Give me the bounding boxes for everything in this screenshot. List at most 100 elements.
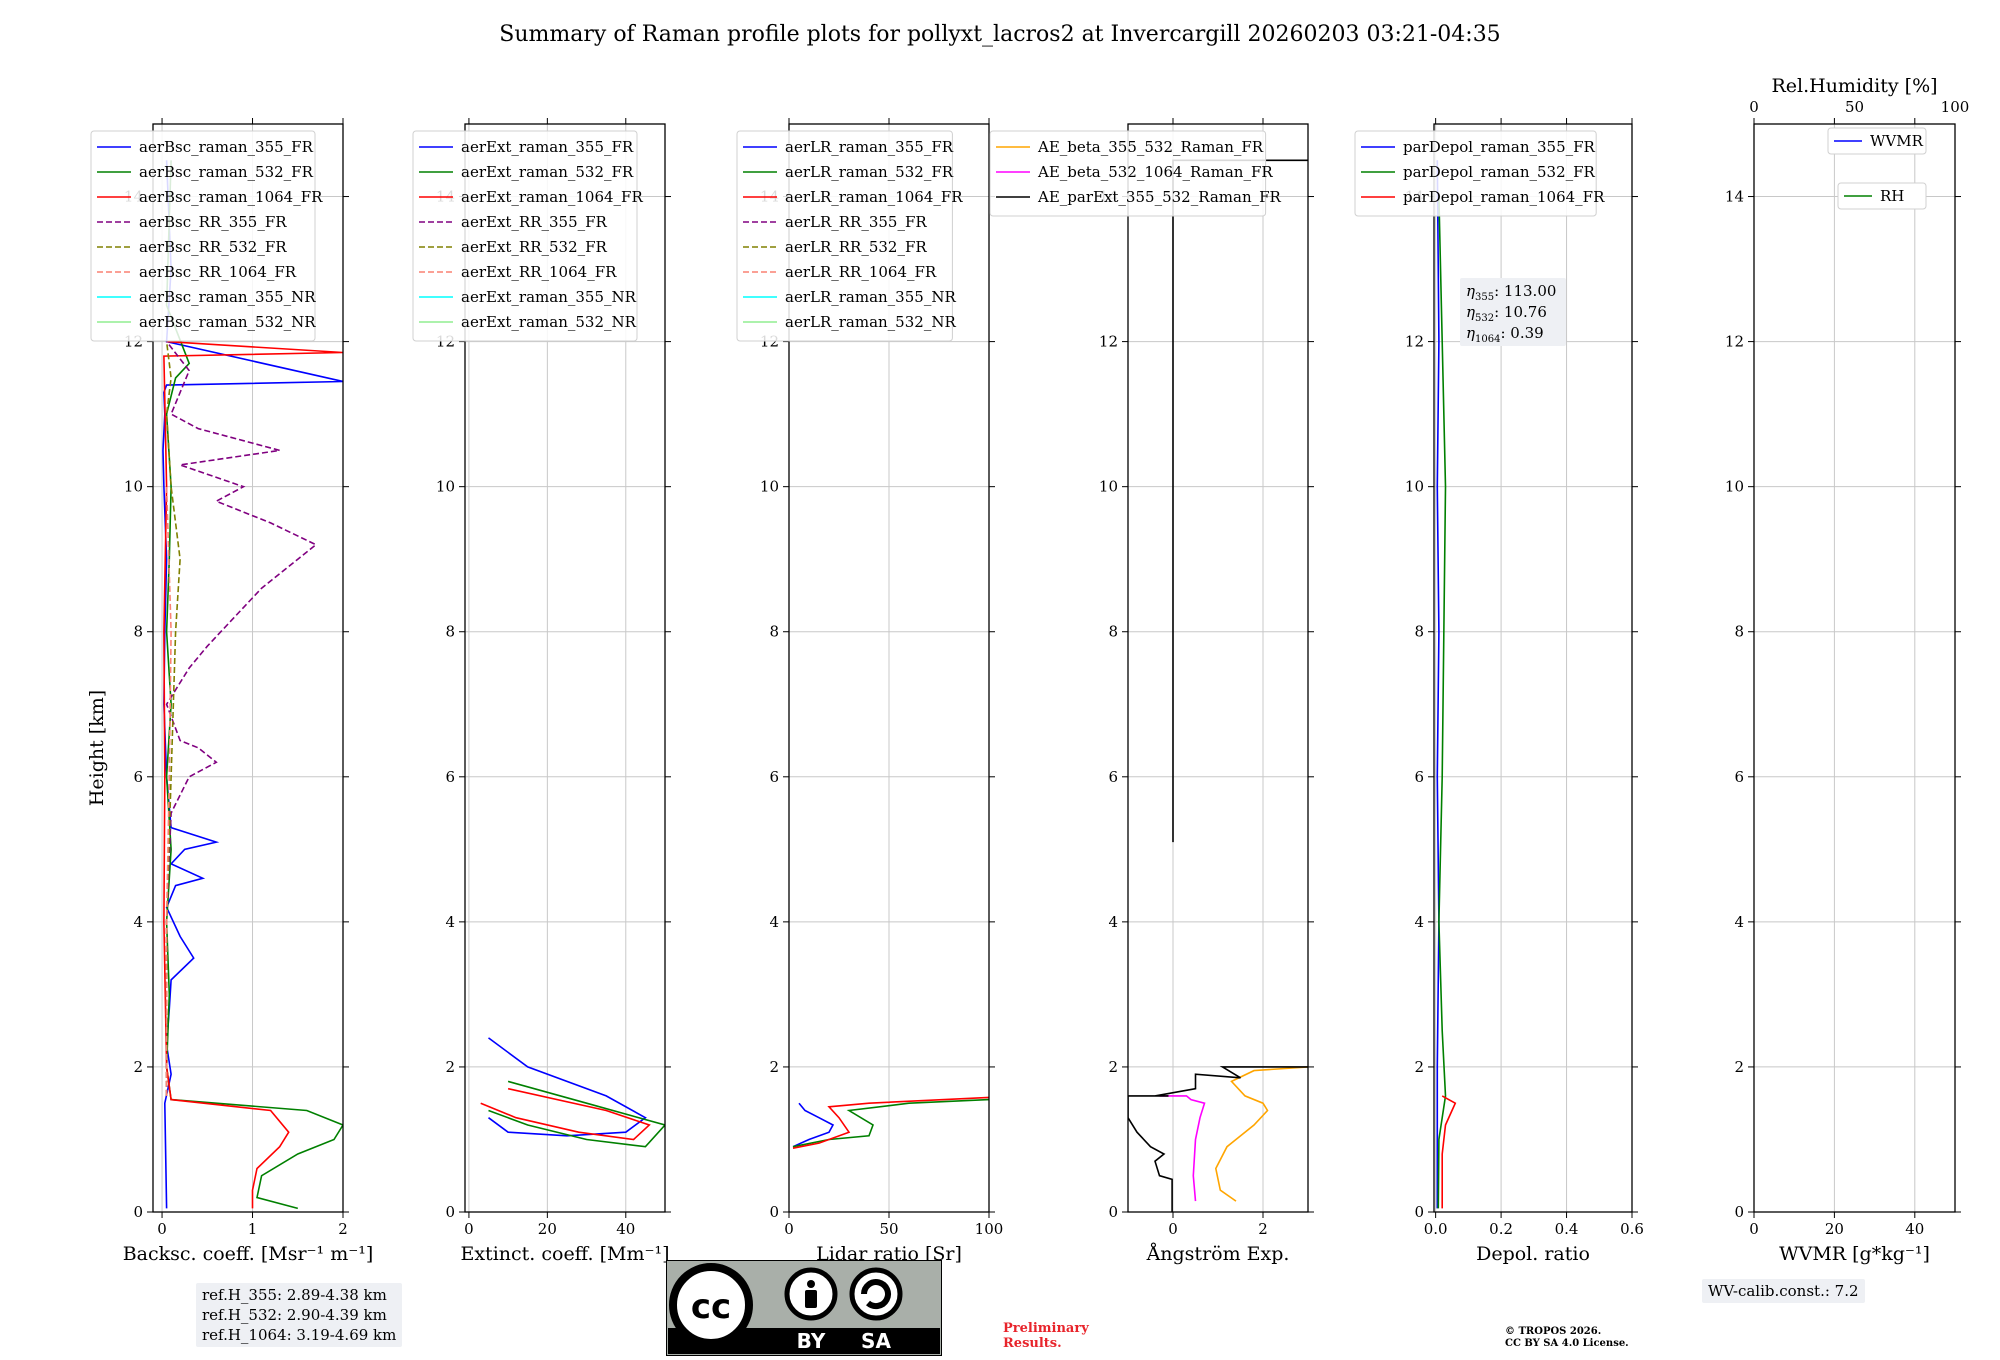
panel-wv: 0 20 40 0 2 4 6 8 10 12 14 WVMR [g*kg⁻¹] 0 50 100Rel.H… [1725,75,1969,1265]
legend-label: aerBsc_raman_1064_FR [139,188,323,206]
y-tick-label: 10 [1405,478,1424,496]
legend-label: parDepol_raman_532_FR [1403,163,1596,181]
y-tick-label: 6 [769,768,779,786]
figure-title: Summary of Raman profile plots for polly… [499,22,1501,47]
series-group [1128,159,1308,1212]
x-tick-label: 40 [1905,1220,1924,1238]
y-tick-label: 4 [1414,913,1424,931]
legend-label: aerLR_RR_532_FR [785,238,927,256]
legend-label: aerLR_raman_532_NR [785,313,956,331]
legend-label: aerExt_raman_355_FR [461,138,634,156]
y-tick-label: 12 [1405,333,1424,351]
legend-label: aerLR_raman_355_NR [785,288,956,306]
legend-label: aerExt_RR_1064_FR [461,263,617,281]
eta-box [1460,278,1566,346]
eta-label-532: η532: 10.76 [1466,303,1547,324]
x2-axis-label: Rel.Humidity [%] [1771,75,1937,97]
wv-calibration-box: WV-calib.const.: 7.2 [1702,1279,1865,1303]
preliminary-line-1: Preliminary [1003,1321,1089,1336]
series-line-1 [792,1098,989,1148]
x-tick-label: 0.2 [1489,1220,1513,1238]
axes-frame [152,123,344,1213]
x2-tick-label: 100 [1941,98,1970,116]
y-tick-label: 2 [133,1058,143,1076]
y-axis-label: Height [km] [86,690,108,806]
series-line-1 [1437,196,1447,1209]
legend-label: aerExt_raman_532_NR [461,313,637,331]
y-tick-label: 4 [1734,913,1744,931]
y-tick-label: 10 [1725,478,1744,496]
y-tick-label: 6 [1414,768,1424,786]
y-tick-label: 2 [1734,1058,1744,1076]
series-group [1436,160,1457,1209]
legend-label: aerExt_RR_532_FR [461,238,608,256]
y-tick-label: 6 [133,768,143,786]
y-tick-label: 10 [124,478,143,496]
y-tick-label: 8 [1414,623,1424,641]
y-tick-label: 4 [769,913,779,931]
x-tick-label: 2 [1258,1220,1268,1238]
series-line-1 [1159,1095,1206,1202]
x-axis-label: Ångström Exp. [1146,1243,1290,1265]
y-tick-label: 6 [1734,768,1744,786]
y-tick-label: 0 [133,1203,143,1221]
legend-label: parDepol_raman_355_FR [1403,138,1596,156]
panels-group: 01202468101214Backsc. coeff. [Msr⁻¹ m⁻¹]… [86,75,1969,1265]
y-tick-label: 4 [133,913,143,931]
legend-label: aerBsc_raman_355_FR [139,138,314,156]
y-tick-label: 10 [1099,478,1118,496]
x-axis-label: WVMR [g*kg⁻¹] [1779,1243,1930,1265]
panel-bsc: 01202468101214Backsc. coeff. [Msr⁻¹ m⁻¹]… [86,118,373,1265]
reference-height-box: ref.H_355: 2.89-4.38 km ref.H_532: 2.90-… [196,1283,403,1347]
axes-frame [1127,123,1309,1213]
legend-box [90,130,316,342]
y-tick-label: 8 [769,623,779,641]
ref-height-355: ref.H_355: 2.89-4.38 km [202,1286,387,1304]
legend-label: AE_beta_532_1064_Raman_FR [1037,163,1273,181]
eta-label-355: η355: 113.00 [1466,282,1556,303]
preliminary-line-2: Results. [1003,1336,1062,1351]
y-tick-label: 6 [1108,768,1118,786]
legend-label: AE_parExt_355_532_Raman_FR [1037,188,1282,206]
x-axis-label: Backsc. coeff. [Msr⁻¹ m⁻¹] [123,1243,374,1265]
y-tick-label: 2 [445,1058,455,1076]
x2-tick-label: 0 [1749,98,1759,116]
copyright-line-1: © TROPOS 2026. [1505,1326,1602,1337]
sa-arrow-icon [861,1279,891,1310]
series-line-2 [480,1087,651,1141]
legend-label: aerBsc_raman_532_FR [139,163,314,181]
legend-label: aerLR_raman_355_FR [785,138,954,156]
legend-label: aerBsc_RR_355_FR [139,213,287,231]
series-group [162,160,343,1210]
y-tick-label: 10 [436,478,455,496]
x-axis-label: Depol. ratio [1476,1243,1590,1265]
y-tick-label: 0 [1734,1203,1744,1221]
legend-label: aerExt_raman_1064_FR [461,188,643,206]
series-line-0 [1214,1066,1308,1202]
legend-label: WVMR [1870,132,1924,150]
y-tick-label: 0 [445,1203,455,1221]
y-tick-label: 8 [1108,623,1118,641]
legend-label: aerBsc_raman_532_NR [139,313,316,331]
y-tick-label: 2 [769,1058,779,1076]
axes-frame [464,123,666,1213]
series-line-2 [1128,1066,1308,1212]
ref-height-532: ref.H_532: 2.90-4.39 km [202,1306,387,1324]
y-tick-label: 8 [1734,623,1744,641]
copyright-note: © TROPOS 2026. CC BY SA 4.0 License. [1505,1326,1629,1350]
sa-icon [849,1267,903,1321]
series-line-2 [163,340,343,1209]
y-tick-label: 2 [1414,1058,1424,1076]
series-group [480,1037,665,1148]
series-line-0 [1436,160,1440,1209]
series-line-4 [165,341,181,1096]
legend-box [736,130,953,342]
series-line-2 [792,1096,989,1149]
legend-label: parDepol_raman_1064_FR [1403,188,1605,206]
y-tick-label: 0 [769,1203,779,1221]
y-tick-label: 0 [1108,1203,1118,1221]
axes-frame [1433,123,1633,1213]
x-tick-label: 0 [464,1220,474,1238]
series-line-0 [792,1102,835,1148]
